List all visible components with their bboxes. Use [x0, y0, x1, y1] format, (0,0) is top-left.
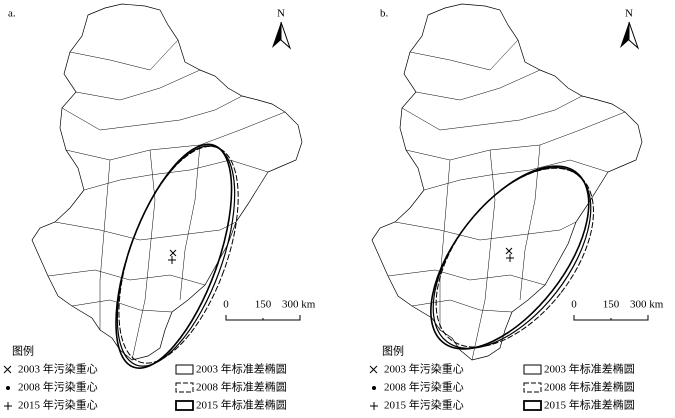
scale-label: 300 km [630, 299, 664, 311]
legend-item: 2008 年污染重心 [18, 380, 98, 394]
legend-item: 2015 年标准差椭圆 [196, 398, 287, 412]
north-arrow: N [272, 8, 292, 50]
scale-bar: 0 150 300 km [571, 299, 664, 321]
scale-label: 300 km [282, 299, 316, 311]
panel-label: a. [8, 8, 16, 20]
scale-label: 150 [603, 299, 620, 311]
legend-title: 图例 [12, 344, 34, 358]
ellipses [430, 165, 594, 350]
panel-b: b. N 0 150 300 km 图例 2003 年污染重心 2008 年污染… [369, 3, 664, 412]
scale-label: 0 [223, 299, 229, 311]
legend-item: 2015 年污染重心 [18, 398, 98, 412]
scale-label: 0 [571, 299, 577, 311]
centroids [505, 247, 514, 262]
panel-label: b. [380, 8, 389, 20]
legend-item: 2008 年标准差椭圆 [544, 380, 635, 394]
legend-item: 2003 年标准差椭圆 [544, 362, 635, 376]
ellipse-2008 [435, 167, 594, 348]
legend: 图例 2003 年污染重心 2008 年污染重心 2015 年污染重心 2003… [3, 344, 287, 412]
legend-item: 2015 年标准差椭圆 [544, 398, 635, 412]
legend-title: 图例 [382, 344, 404, 358]
ellipses [115, 143, 239, 369]
north-arrow: N [620, 8, 640, 50]
scale-bar: 0 150 300 km [223, 299, 316, 321]
ellipse-2015 [115, 143, 233, 369]
legend-item: 2008 年标准差椭圆 [196, 380, 287, 394]
north-label: N [277, 8, 285, 20]
legend-item: 2003 年污染重心 [384, 362, 464, 376]
map [371, 3, 643, 361]
panel-a: a. N 0 150 300 km 图例 2003 年污染重心 2008 年污染… [3, 3, 316, 412]
legend-item: 2003 年标准差椭圆 [196, 362, 287, 376]
centroids [168, 249, 177, 264]
north-label: N [625, 8, 633, 20]
ellipse-2015 [430, 165, 590, 350]
legend-item: 2008 年污染重心 [384, 380, 464, 394]
legend-item: 2003 年污染重心 [18, 362, 98, 376]
legend-item: 2015 年污染重心 [384, 398, 464, 412]
scale-label: 150 [255, 299, 272, 311]
legend: 图例 2003 年污染重心 2008 年污染重心 2015 年污染重心 2003… [369, 344, 635, 412]
